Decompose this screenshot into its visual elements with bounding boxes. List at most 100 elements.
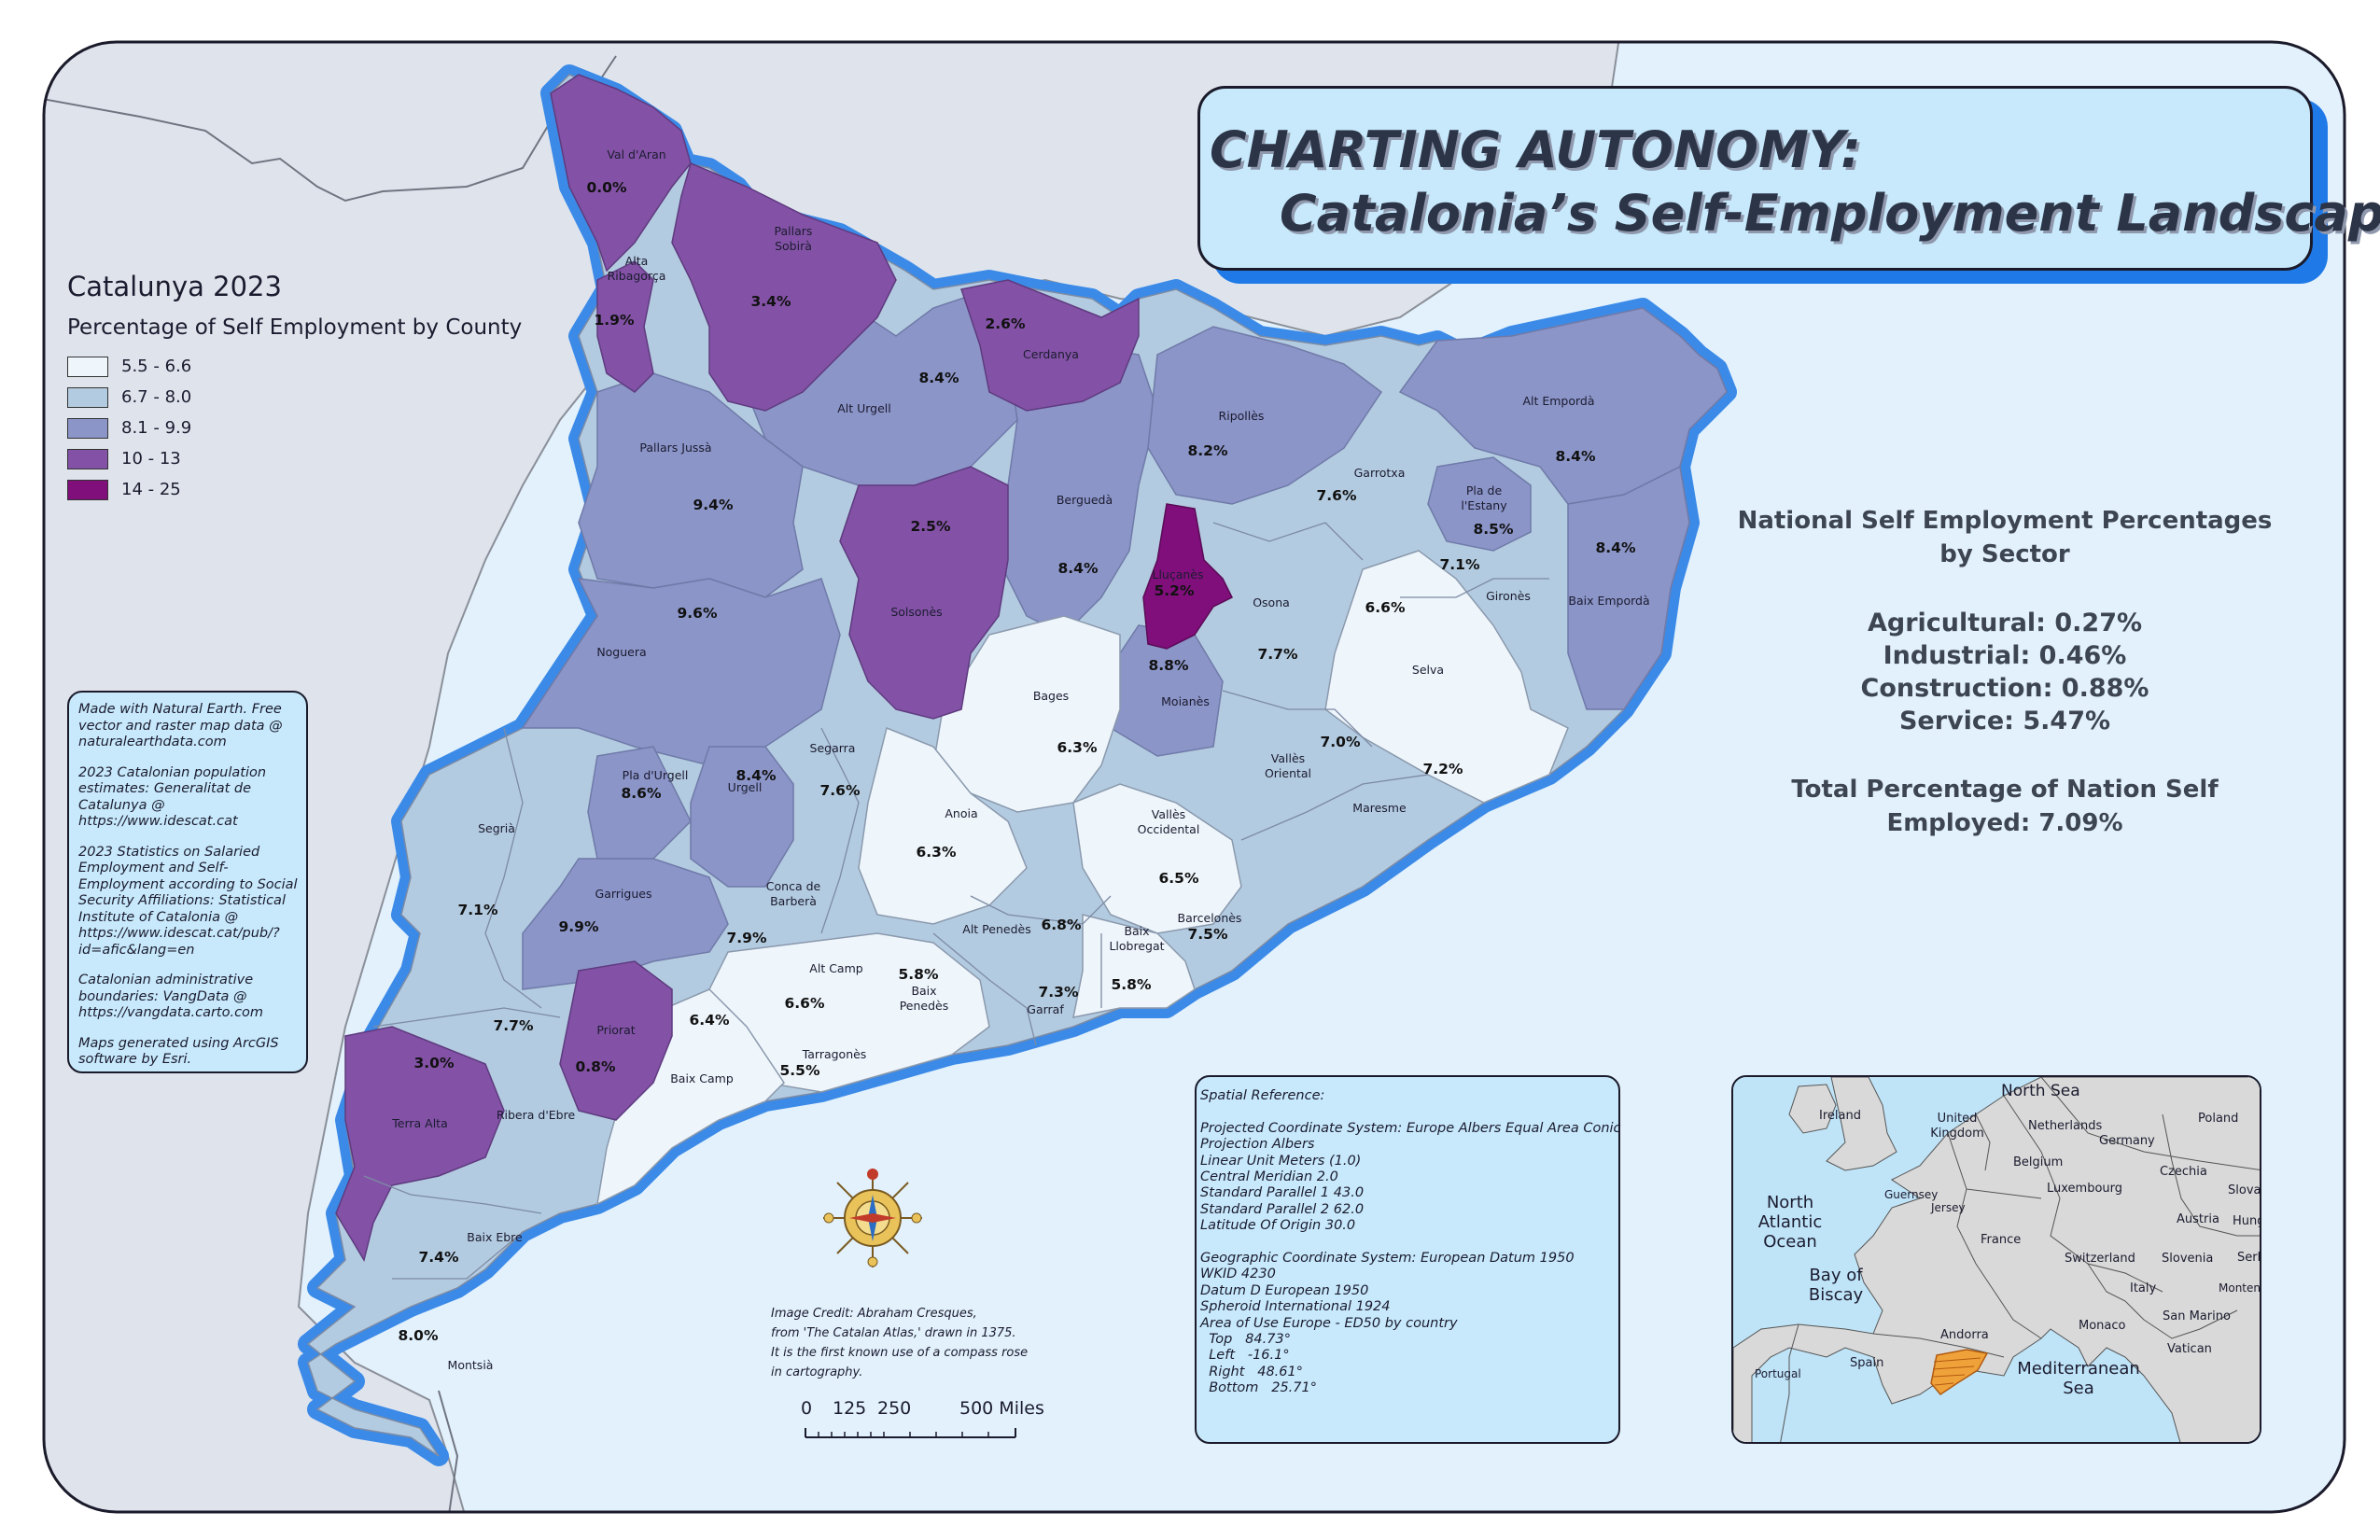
county-value: 7.2% (1423, 761, 1463, 777)
inset-border (2162, 1113, 2260, 1237)
county-baix-llobregat: Baix Llobregat 5.8% (1109, 924, 1164, 993)
legend-subtitle: Percentage of Self Employment by County (67, 315, 523, 340)
scale-ruler (805, 1428, 1016, 1438)
region-baix-emporda (1567, 465, 1690, 710)
county-name: Priorat (596, 1023, 635, 1037)
legend-label: 5.5 - 6.6 (121, 357, 192, 376)
county-anoia: Anoia 6.3% (917, 806, 978, 861)
county-value: 7.7% (1258, 646, 1298, 663)
county-name: Alt Camp (809, 961, 862, 975)
county-name: Baix Ebre (467, 1230, 523, 1244)
legend-swatch (67, 386, 108, 408)
county-value: 8.5% (1474, 521, 1514, 538)
county-value: 6.3% (1057, 739, 1098, 756)
county-name: Pla d'Urgell (623, 768, 689, 782)
county-name: Bages (1033, 689, 1069, 703)
county-value: 6.6% (1365, 599, 1406, 616)
spatial-reference-line: Projected Coordinate System: Europe Albe… (1200, 1120, 1621, 1136)
legend-swatch (67, 356, 108, 377)
class-10-to-13-regions (335, 74, 1140, 1262)
county-name: Urgell (728, 780, 763, 794)
county-name: Terra Alta (391, 1116, 447, 1130)
county-name: Gironès (1486, 589, 1531, 603)
county-segria: Segrià 7.1% (458, 821, 515, 918)
image-credit: Image Credit: Abraham Cresques, from 'The… (771, 1304, 1028, 1382)
county-pla-de-l-estany: Pla de l'Estany 8.5% (1461, 483, 1514, 538)
legend-swatch (67, 448, 108, 469)
region-valles-occidental (1072, 783, 1242, 934)
county-value: 6.4% (690, 1012, 730, 1029)
county-labels: Val d'Aran 0.0% Alta Ribagorça 1.9% Pallars So… (391, 147, 1649, 1372)
county-value: 1.9% (595, 312, 635, 329)
region-pallars-jussa (578, 372, 804, 598)
county-name: Pla de l'Estany (1461, 483, 1507, 512)
county-border (1400, 578, 1549, 598)
legend-item: 5.5 - 6.6 (67, 351, 522, 382)
county-value: 3.4% (751, 293, 791, 310)
region-pallars-sobira (671, 161, 897, 412)
legend: Catalunya 2023 Percentage of Self Employ… (67, 271, 522, 505)
source-note: 2023 Statistics on Salaried Employment a… (78, 844, 298, 958)
county-name: Garraf (1027, 1002, 1064, 1016)
county-alt-camp: Alt Camp 6.6% (785, 961, 863, 1012)
sector-stat: Construction: 0.88% (1860, 674, 2149, 703)
legend-swatch (67, 479, 108, 500)
county-conca-de-barbera: Conca de Barberà 7.9% (727, 879, 821, 946)
region-baix-llobregat (1072, 914, 1196, 1018)
region-garrigues (522, 858, 729, 990)
county-value: 8.4% (919, 370, 959, 386)
map-title: CHARTING AUTONOMY: (1210, 120, 1861, 179)
inset-catalonia-stripes (1932, 1357, 1981, 1386)
county-garrotxa: Garrotxa 7.6% (1317, 466, 1406, 504)
region-alt-emporda (1398, 307, 1728, 505)
county-border (970, 895, 1112, 925)
region-solsones (839, 466, 1009, 720)
county-borders (363, 522, 1549, 1280)
spatial-reference-line: Standard Parallel 1 43.0 (1200, 1185, 1365, 1201)
county-pla-d-urgell: Pla d'Urgell 8.6% (622, 768, 689, 802)
catalonia-counties (298, 64, 1737, 1466)
county-name: Osona (1253, 595, 1290, 609)
stats-title-line: National Self Employment Percentages (1737, 507, 2273, 535)
county-value: 6.8% (1042, 917, 1082, 933)
source-notes: Made with Natural Earth. Free vector and… (67, 691, 308, 1073)
county-girones: Gironès 7.1% (1440, 556, 1531, 603)
region-priorat (559, 960, 673, 1121)
county-name: Baix Llobregat (1109, 924, 1164, 953)
legend-item: 14 - 25 (67, 474, 522, 505)
stats-total-line: Employed: 7.09% (1886, 809, 2123, 837)
legend-label: 6.7 - 8.0 (121, 387, 192, 407)
inset-uk (1826, 1077, 1897, 1171)
spatial-reference-title: Spatial Reference: (1200, 1088, 1325, 1103)
county-value: 3.0% (414, 1055, 455, 1071)
scale-label: 250 (877, 1398, 912, 1419)
inset-label-montenegro: Montenegro (2219, 1281, 2261, 1295)
county-border (1222, 690, 1373, 748)
county-noguera: Noguera 9.6% (596, 605, 718, 659)
county-value: 2.5% (911, 518, 951, 535)
county-value: 7.6% (1317, 487, 1357, 504)
spatial-reference-line: Spheroid International 1924 (1200, 1299, 1391, 1315)
credit-line: Image Credit: Abraham Cresques, (771, 1307, 977, 1321)
county-name: Alt Penedès (962, 922, 1030, 936)
county-pallars-sobira: Pallars Sobirà 3.4% (751, 224, 813, 310)
map-subtitle: Catalonia’s Self-Employment Landscape (1280, 184, 2380, 243)
county-name: Garrigues (595, 887, 652, 901)
county-value: 8.8% (1149, 657, 1189, 674)
region-urgell (690, 746, 794, 888)
spatial-reference-line: Area of Use Europe - ED50 by country (1200, 1315, 1458, 1331)
spatial-reference-line: Right 48.61° (1200, 1364, 1303, 1379)
county-value: 7.1% (458, 902, 498, 918)
county-name: Vallès Oriental (1265, 751, 1311, 780)
county-value: 8.4% (1058, 560, 1099, 577)
inset-label-jersey: Jersey (1930, 1201, 1966, 1214)
county-border (372, 1007, 561, 1028)
county-solsones: Solsonès 2.5% (890, 518, 951, 619)
spatial-reference-line: Projection Albers (1200, 1137, 1315, 1153)
county-value: 7.3% (1039, 984, 1079, 1001)
inset-label-spain: Spain (1850, 1356, 1883, 1370)
county-name: Vallès Occidental (1138, 807, 1200, 836)
